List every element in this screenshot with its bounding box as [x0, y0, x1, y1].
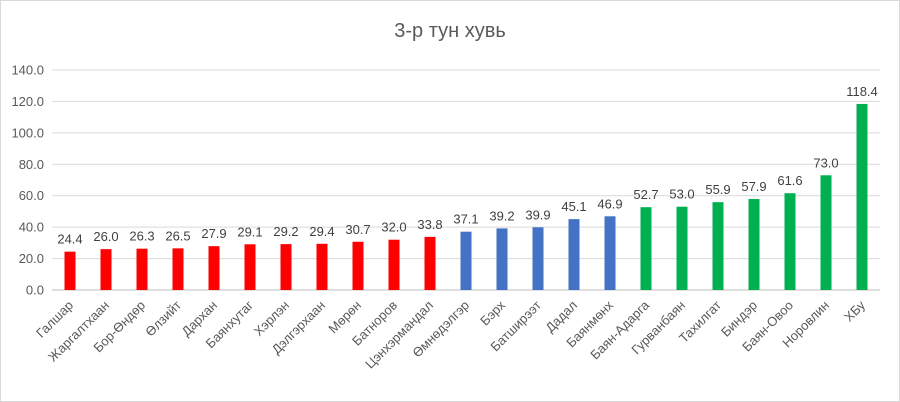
- bar: [532, 227, 544, 290]
- x-tick-label: Бэрх: [477, 297, 508, 328]
- bar: [64, 251, 76, 290]
- y-tick-label: 0.0: [26, 283, 44, 298]
- data-label: 29.1: [237, 224, 262, 239]
- bar: [640, 207, 652, 290]
- bar: [316, 243, 328, 290]
- bar: [388, 239, 400, 290]
- data-label: 26.3: [129, 229, 154, 244]
- bar: [424, 236, 436, 290]
- data-label: 46.9: [597, 196, 622, 211]
- bar: [712, 202, 724, 290]
- x-tick-label: ХБу: [841, 297, 869, 325]
- bar: [100, 249, 112, 290]
- bar: [352, 241, 364, 290]
- chart-title: 3-р тун хувь: [394, 20, 506, 42]
- data-label: 27.9: [201, 226, 226, 241]
- data-label: 33.8: [417, 217, 442, 232]
- data-label: 53.0: [669, 187, 694, 202]
- x-tick-label: Өлзийт: [142, 297, 184, 339]
- y-tick-label: 20.0: [19, 251, 44, 266]
- bar: [748, 199, 760, 290]
- bar: [136, 248, 148, 290]
- data-label: 39.9: [525, 207, 550, 222]
- bar: [280, 244, 292, 290]
- bar: [496, 228, 508, 290]
- data-label: 37.1: [453, 212, 478, 227]
- bar: [856, 103, 868, 290]
- bar: [460, 231, 472, 290]
- y-tick-label: 100.0: [11, 125, 44, 140]
- data-label: 61.6: [777, 173, 802, 188]
- bar: [784, 193, 796, 290]
- bar: [604, 216, 616, 290]
- bar: [172, 248, 184, 290]
- bar: [676, 206, 688, 290]
- bar: [820, 175, 832, 290]
- data-label: 24.4: [57, 232, 82, 247]
- y-tick-label: 140.0: [11, 63, 44, 78]
- data-label: 32.0: [381, 220, 406, 235]
- y-tick-label: 40.0: [19, 220, 44, 235]
- data-label: 29.4: [309, 224, 334, 239]
- data-label: 29.2: [273, 224, 298, 239]
- bar: [244, 244, 256, 290]
- data-label: 45.1: [561, 199, 586, 214]
- y-tick-label: 80.0: [19, 157, 44, 172]
- data-label: 26.5: [165, 228, 190, 243]
- bar: [208, 246, 220, 290]
- data-label: 55.9: [705, 182, 730, 197]
- data-label: 57.9: [741, 179, 766, 194]
- data-label: 39.2: [489, 208, 514, 223]
- bar: [568, 219, 580, 290]
- y-tick-label: 120.0: [11, 94, 44, 109]
- y-tick-label: 60.0: [19, 188, 44, 203]
- data-label: 26.0: [93, 229, 118, 244]
- data-label: 118.4: [846, 84, 878, 99]
- data-label: 73.0: [813, 155, 838, 170]
- data-label: 30.7: [345, 222, 370, 237]
- data-label: 52.7: [633, 187, 658, 202]
